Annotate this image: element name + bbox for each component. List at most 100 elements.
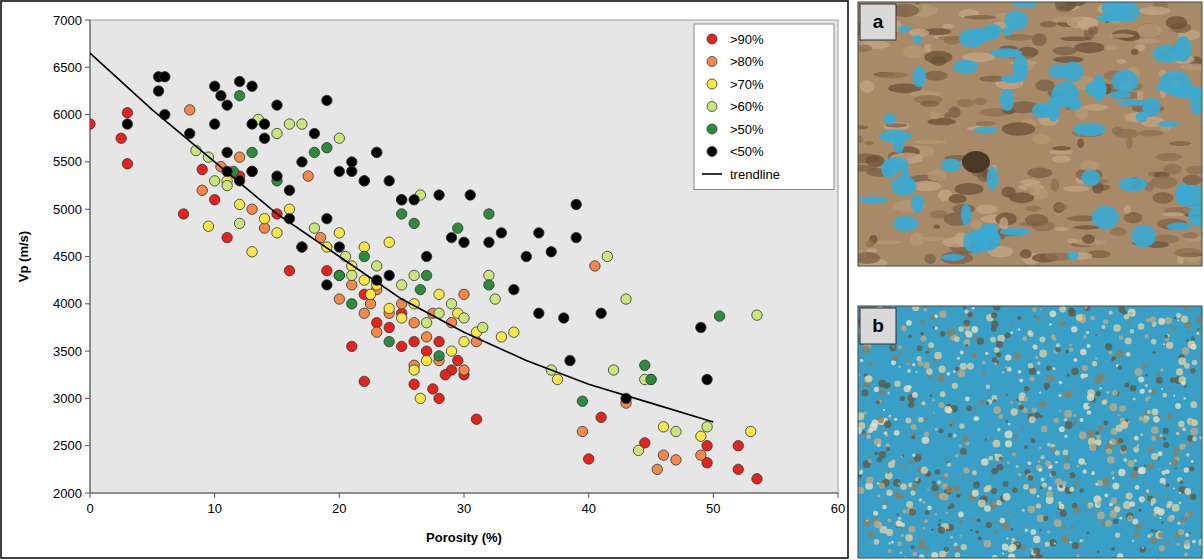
pore: [941, 254, 965, 261]
point: [409, 379, 419, 389]
point: [347, 157, 357, 167]
grain: [915, 371, 917, 373]
grain: [901, 534, 905, 538]
x-axis-title: Porosity (%): [426, 530, 502, 545]
point: [434, 289, 444, 299]
grain: [1187, 511, 1193, 517]
grain: [1092, 361, 1097, 366]
grain: [1029, 548, 1032, 551]
grain: [1051, 334, 1056, 339]
grain: [1172, 504, 1180, 512]
point: [334, 294, 344, 304]
grain: [925, 417, 928, 420]
grain: [1027, 461, 1031, 465]
grain: [937, 375, 945, 383]
grain: [973, 405, 977, 409]
grain: [866, 476, 873, 483]
grain: [944, 406, 951, 413]
grain: [962, 436, 968, 442]
grain: [1094, 377, 1101, 384]
grain: [1058, 394, 1061, 397]
grain: [984, 421, 986, 423]
grain: [887, 392, 890, 395]
legend-box: [694, 24, 834, 190]
point: [552, 374, 562, 384]
grain: [1043, 516, 1048, 521]
grain: [1069, 472, 1075, 478]
grain: [1011, 538, 1015, 542]
grain: [1006, 537, 1008, 539]
grain: [1086, 500, 1088, 502]
grain: [1077, 139, 1084, 149]
grain: [893, 479, 901, 487]
grain: [905, 418, 911, 424]
grain: [925, 546, 930, 551]
grain: [999, 456, 1003, 460]
grain: [981, 458, 989, 466]
grain: [1087, 531, 1090, 534]
grain: [1175, 467, 1177, 469]
grain: [1119, 517, 1122, 520]
x-tick-label: 20: [332, 501, 346, 516]
grain: [996, 341, 1003, 348]
grain: [900, 496, 904, 500]
grain: [1186, 166, 1202, 175]
grain: [1069, 487, 1074, 492]
grain: [959, 423, 964, 428]
point: [185, 105, 195, 115]
grain: [972, 490, 979, 497]
grain: [972, 353, 977, 358]
grain: [972, 470, 977, 475]
grain: [1122, 310, 1127, 315]
grain: [926, 351, 929, 354]
grain: [1046, 374, 1054, 382]
grain: [862, 346, 870, 354]
grain: [886, 529, 893, 536]
grain: [1190, 446, 1193, 449]
panel-label: b: [872, 315, 884, 336]
point: [284, 119, 294, 129]
point: [446, 232, 456, 242]
grain: [1138, 7, 1170, 15]
grain: [1024, 386, 1030, 392]
grain: [1181, 64, 1202, 71]
grain: [1063, 390, 1071, 398]
grain: [973, 416, 978, 421]
grain: [1051, 16, 1083, 23]
grain: [1190, 493, 1197, 500]
grain: [1143, 418, 1148, 423]
point: [197, 185, 207, 195]
grain: [1047, 443, 1051, 447]
point: [671, 455, 681, 465]
point: [234, 76, 244, 86]
grain: [1017, 316, 1021, 320]
grain: [1184, 553, 1188, 557]
grain: [894, 430, 900, 436]
grain: [866, 435, 870, 439]
grain: [891, 360, 896, 365]
grain: [1071, 388, 1073, 390]
point: [440, 370, 450, 380]
point: [409, 318, 419, 328]
grain: [1049, 539, 1056, 546]
grain: [1065, 2, 1085, 6]
grain: [1184, 467, 1189, 472]
grain: [1157, 508, 1164, 515]
point: [658, 422, 668, 432]
pore: [1013, 2, 1038, 8]
grain: [866, 519, 868, 521]
grain: [1095, 334, 1097, 336]
point: [652, 464, 662, 474]
grain: [1088, 404, 1090, 406]
grain: [928, 348, 932, 352]
point: [484, 237, 494, 247]
grain: [927, 506, 932, 511]
grain: [954, 336, 960, 342]
grain: [1042, 482, 1047, 487]
grain: [1103, 489, 1105, 491]
grain: [1081, 539, 1084, 542]
point: [471, 414, 481, 424]
grain: [912, 431, 916, 435]
grain: [1087, 504, 1091, 508]
grain: [922, 436, 929, 443]
